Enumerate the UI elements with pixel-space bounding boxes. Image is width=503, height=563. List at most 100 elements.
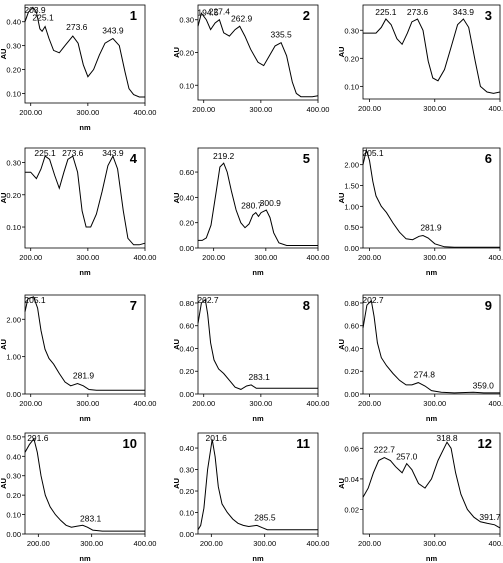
peak-label: 343.9 bbox=[453, 7, 475, 17]
x-tick-label: 400.00 bbox=[307, 253, 330, 262]
peak-label: 281.9 bbox=[73, 371, 95, 381]
y-tick-label: 0.02 bbox=[344, 506, 359, 515]
peak-label: 300.9 bbox=[260, 198, 282, 208]
y-tick-label: 0.00 bbox=[179, 530, 194, 539]
x-tick-label: 400.00 bbox=[134, 539, 157, 548]
x-tick-label: 200.00 bbox=[358, 104, 381, 113]
peak-label: 283.1 bbox=[249, 372, 271, 382]
peak-label: 205.1 bbox=[24, 295, 46, 305]
y-tick-label: 0.00 bbox=[179, 244, 194, 253]
y-tick-label: 0.20 bbox=[6, 66, 21, 75]
y-tick-label: 0.30 bbox=[6, 472, 21, 481]
peak-label: 201.6 bbox=[206, 433, 228, 443]
y-tick-label: 0.20 bbox=[179, 49, 194, 58]
y-axis-label: AU bbox=[0, 478, 8, 489]
y-tick-label: 0.40 bbox=[179, 193, 194, 202]
peak-label: 225.1 bbox=[32, 13, 54, 23]
x-tick-label: 200.00 bbox=[358, 539, 381, 548]
x-axis-label: nm bbox=[426, 268, 438, 277]
x-tick-label: 400.00 bbox=[307, 105, 330, 114]
x-tick-label: 200.00 bbox=[358, 253, 381, 262]
x-tick-label: 300.00 bbox=[249, 399, 272, 408]
spectrum-line bbox=[362, 441, 501, 529]
x-tick-label: 200.00 bbox=[200, 539, 223, 548]
y-tick-label: 0.00 bbox=[6, 390, 21, 399]
y-tick-label: 0.04 bbox=[344, 475, 359, 484]
x-tick-label: 400.00 bbox=[134, 399, 157, 408]
plot-frame bbox=[197, 294, 319, 395]
plot-frame bbox=[24, 432, 146, 535]
spectrum-line bbox=[197, 12, 319, 98]
panel-number: 4 bbox=[130, 151, 138, 166]
peak-label: 273.6 bbox=[62, 148, 84, 158]
y-tick-label: 0.30 bbox=[179, 466, 194, 475]
panel-number: 2 bbox=[303, 8, 310, 23]
y-axis-label: AU bbox=[337, 339, 346, 350]
plot-frame bbox=[24, 294, 146, 395]
y-tick-label: 0.80 bbox=[344, 299, 359, 308]
x-tick-label: 300.00 bbox=[423, 104, 446, 113]
y-axis-label: AU bbox=[0, 193, 8, 204]
plot-frame bbox=[197, 432, 319, 535]
plot-frame bbox=[24, 147, 146, 249]
y-tick-label: 0.40 bbox=[344, 344, 359, 353]
x-tick-label: 300.00 bbox=[76, 108, 99, 117]
panel-number: 8 bbox=[303, 298, 310, 313]
x-tick-label: 200.00 bbox=[27, 539, 50, 548]
peak-label: 222.7 bbox=[374, 444, 396, 454]
panel-number: 1 bbox=[130, 8, 137, 23]
y-axis-label: AU bbox=[337, 47, 346, 58]
y-tick-label: 0.60 bbox=[344, 322, 359, 331]
y-axis-label: AU bbox=[0, 49, 8, 60]
spectrum-line bbox=[25, 154, 146, 246]
y-tick-label: 0.20 bbox=[6, 191, 21, 200]
x-tick-label: 200.00 bbox=[192, 105, 215, 114]
y-tick-label: 0.10 bbox=[6, 511, 21, 520]
x-tick-label: 300.00 bbox=[423, 399, 446, 408]
x-tick-label: 300.00 bbox=[254, 253, 277, 262]
spectrum-line bbox=[198, 162, 318, 246]
spectrum-line bbox=[24, 437, 145, 532]
plot-frame bbox=[24, 4, 146, 104]
y-tick-label: 0.00 bbox=[344, 244, 359, 253]
peak-label: 225.1 bbox=[375, 7, 397, 17]
x-tick-label: 200.00 bbox=[202, 253, 225, 262]
x-tick-label: 200.00 bbox=[358, 399, 381, 408]
x-tick-label: 200.00 bbox=[19, 108, 42, 117]
spectrum-line bbox=[24, 296, 145, 391]
plot-frame bbox=[197, 147, 319, 249]
y-tick-label: 0.30 bbox=[179, 16, 194, 25]
y-tick-label: 0.20 bbox=[179, 487, 194, 496]
y-tick-label: 0.40 bbox=[6, 18, 21, 27]
y-tick-label: 2.00 bbox=[344, 161, 359, 170]
y-tick-label: 0.10 bbox=[344, 82, 359, 91]
x-tick-label: 400.00 bbox=[489, 253, 503, 262]
y-tick-label: 0.10 bbox=[6, 89, 21, 98]
peak-label: 274.8 bbox=[414, 370, 436, 380]
x-tick-label: 300.00 bbox=[423, 539, 446, 548]
spectrum-line bbox=[24, 6, 145, 98]
x-axis-label: nm bbox=[252, 554, 264, 563]
plot-frame bbox=[362, 147, 501, 249]
y-tick-label: 0.00 bbox=[6, 530, 21, 539]
spectrum-line bbox=[197, 439, 318, 531]
panel-number: 6 bbox=[485, 151, 492, 166]
peak-label: 359.0 bbox=[473, 380, 495, 390]
panel-number: 3 bbox=[485, 8, 492, 23]
peak-label: 273.6 bbox=[407, 7, 429, 17]
y-tick-label: 0.30 bbox=[344, 26, 359, 35]
peak-label: 257.0 bbox=[396, 452, 418, 462]
y-tick-label: 0.20 bbox=[6, 491, 21, 500]
peak-label: 281.9 bbox=[420, 223, 442, 233]
y-axis-label: AU bbox=[337, 478, 346, 489]
spectrum-line bbox=[362, 148, 500, 248]
peak-label: 194.5 bbox=[197, 8, 219, 18]
peak-label: 391.7 bbox=[479, 512, 501, 522]
